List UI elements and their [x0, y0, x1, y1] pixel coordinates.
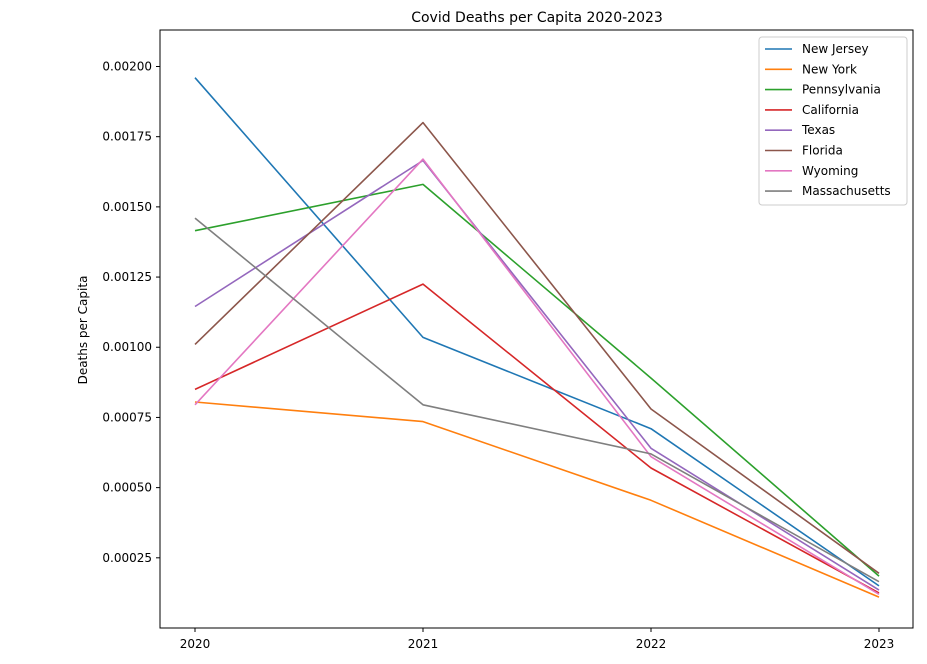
y-tick-label: 0.00100 [102, 340, 152, 354]
y-tick-label: 0.00175 [102, 130, 152, 144]
plot-frame [159, 29, 914, 629]
legend-label: Florida [802, 144, 843, 158]
legend-label: New York [802, 62, 857, 76]
legend-label: New Jersey [802, 42, 869, 56]
chart-title: Covid Deaths per Capita 2020-2023 [411, 10, 663, 26]
plot-lines [194, 77, 880, 598]
y-tick-label: 0.00125 [102, 270, 152, 284]
x-tick-label: 2023 [864, 637, 895, 651]
x-axis: 2020 2021 2022 2023 [180, 628, 895, 651]
legend-label: Pennsylvania [802, 83, 881, 97]
y-tick-label: 0.00075 [102, 410, 152, 424]
y-tick-label: 0.00200 [102, 59, 152, 73]
series-line-california [194, 283, 880, 594]
legend-box [758, 36, 908, 206]
legend-label: Wyoming [802, 164, 858, 178]
y-tick-label: 0.00025 [102, 551, 152, 565]
series-line-massachusetts [194, 217, 880, 583]
legend-label: Texas [801, 123, 835, 137]
legend-label: California [802, 103, 859, 117]
series-line-wyoming [194, 158, 880, 595]
series-line-florida [194, 121, 880, 574]
y-axis: 0.00025 0.00050 0.00075 0.00100 0.00125 0.001… [102, 59, 160, 565]
legend: New Jersey New York Pennsylvania California… [758, 36, 908, 206]
legend-label: Massachusetts [802, 184, 891, 198]
x-tick-label: 2020 [180, 637, 211, 651]
x-tick-label: 2021 [408, 637, 439, 651]
y-axis-label: Deaths per Capita [76, 276, 90, 385]
y-tick-label: 0.00150 [102, 200, 152, 214]
series-line-new-york [194, 401, 880, 598]
x-tick-label: 2022 [636, 637, 667, 651]
y-tick-label: 0.00050 [102, 481, 152, 495]
series-line-pennsylvania [194, 183, 880, 577]
